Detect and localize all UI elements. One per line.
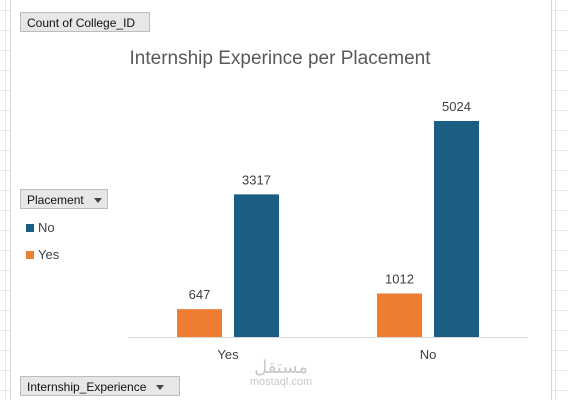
chart-title: Internship Experince per Placement <box>129 48 431 69</box>
watermark-text: مستقل <box>254 357 308 377</box>
legend-item-no: No <box>26 214 59 241</box>
bar-yes-no <box>234 194 279 337</box>
spreadsheet-column-line <box>5 0 6 400</box>
bar-no-yes <box>377 293 422 337</box>
bar-yes-yes <box>177 309 222 337</box>
legend-swatch-no <box>26 223 34 232</box>
legend: No Yes <box>26 214 59 268</box>
value-field-label: Count of College_ID <box>27 16 136 30</box>
legend-swatch-yes <box>26 250 34 259</box>
bar-no-no <box>434 120 479 337</box>
data-label: 1012 <box>385 271 414 286</box>
data-label: 3317 <box>242 172 271 187</box>
x-tick-label: Yes <box>217 347 239 362</box>
watermark-subtext: mostaql.com <box>249 376 313 388</box>
axis-field-button[interactable]: Internship_Experience <box>20 376 180 396</box>
value-field-button[interactable]: Count of College_ID <box>20 12 150 32</box>
axis-field-label: Internship_Experience <box>27 380 147 394</box>
spreadsheet-column-line <box>555 0 556 400</box>
x-tick-label: No <box>420 347 437 362</box>
legend-item-yes: Yes <box>26 241 59 268</box>
watermark-logo: مستقل mostaql.com <box>236 358 326 388</box>
legend-field-button[interactable]: Placement <box>20 189 108 209</box>
data-label: 5024 <box>442 99 471 114</box>
legend-field-label: Placement <box>27 193 84 207</box>
data-label: 647 <box>189 287 211 302</box>
legend-label-no: No <box>38 220 55 235</box>
dropdown-arrow-icon[interactable] <box>156 385 165 391</box>
dropdown-arrow-icon[interactable] <box>93 198 102 204</box>
legend-label-yes: Yes <box>38 247 60 262</box>
